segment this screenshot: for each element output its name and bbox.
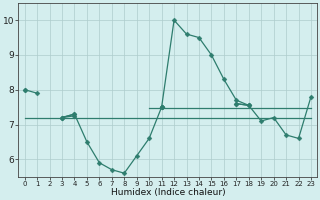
X-axis label: Humidex (Indice chaleur): Humidex (Indice chaleur) (110, 188, 225, 197)
